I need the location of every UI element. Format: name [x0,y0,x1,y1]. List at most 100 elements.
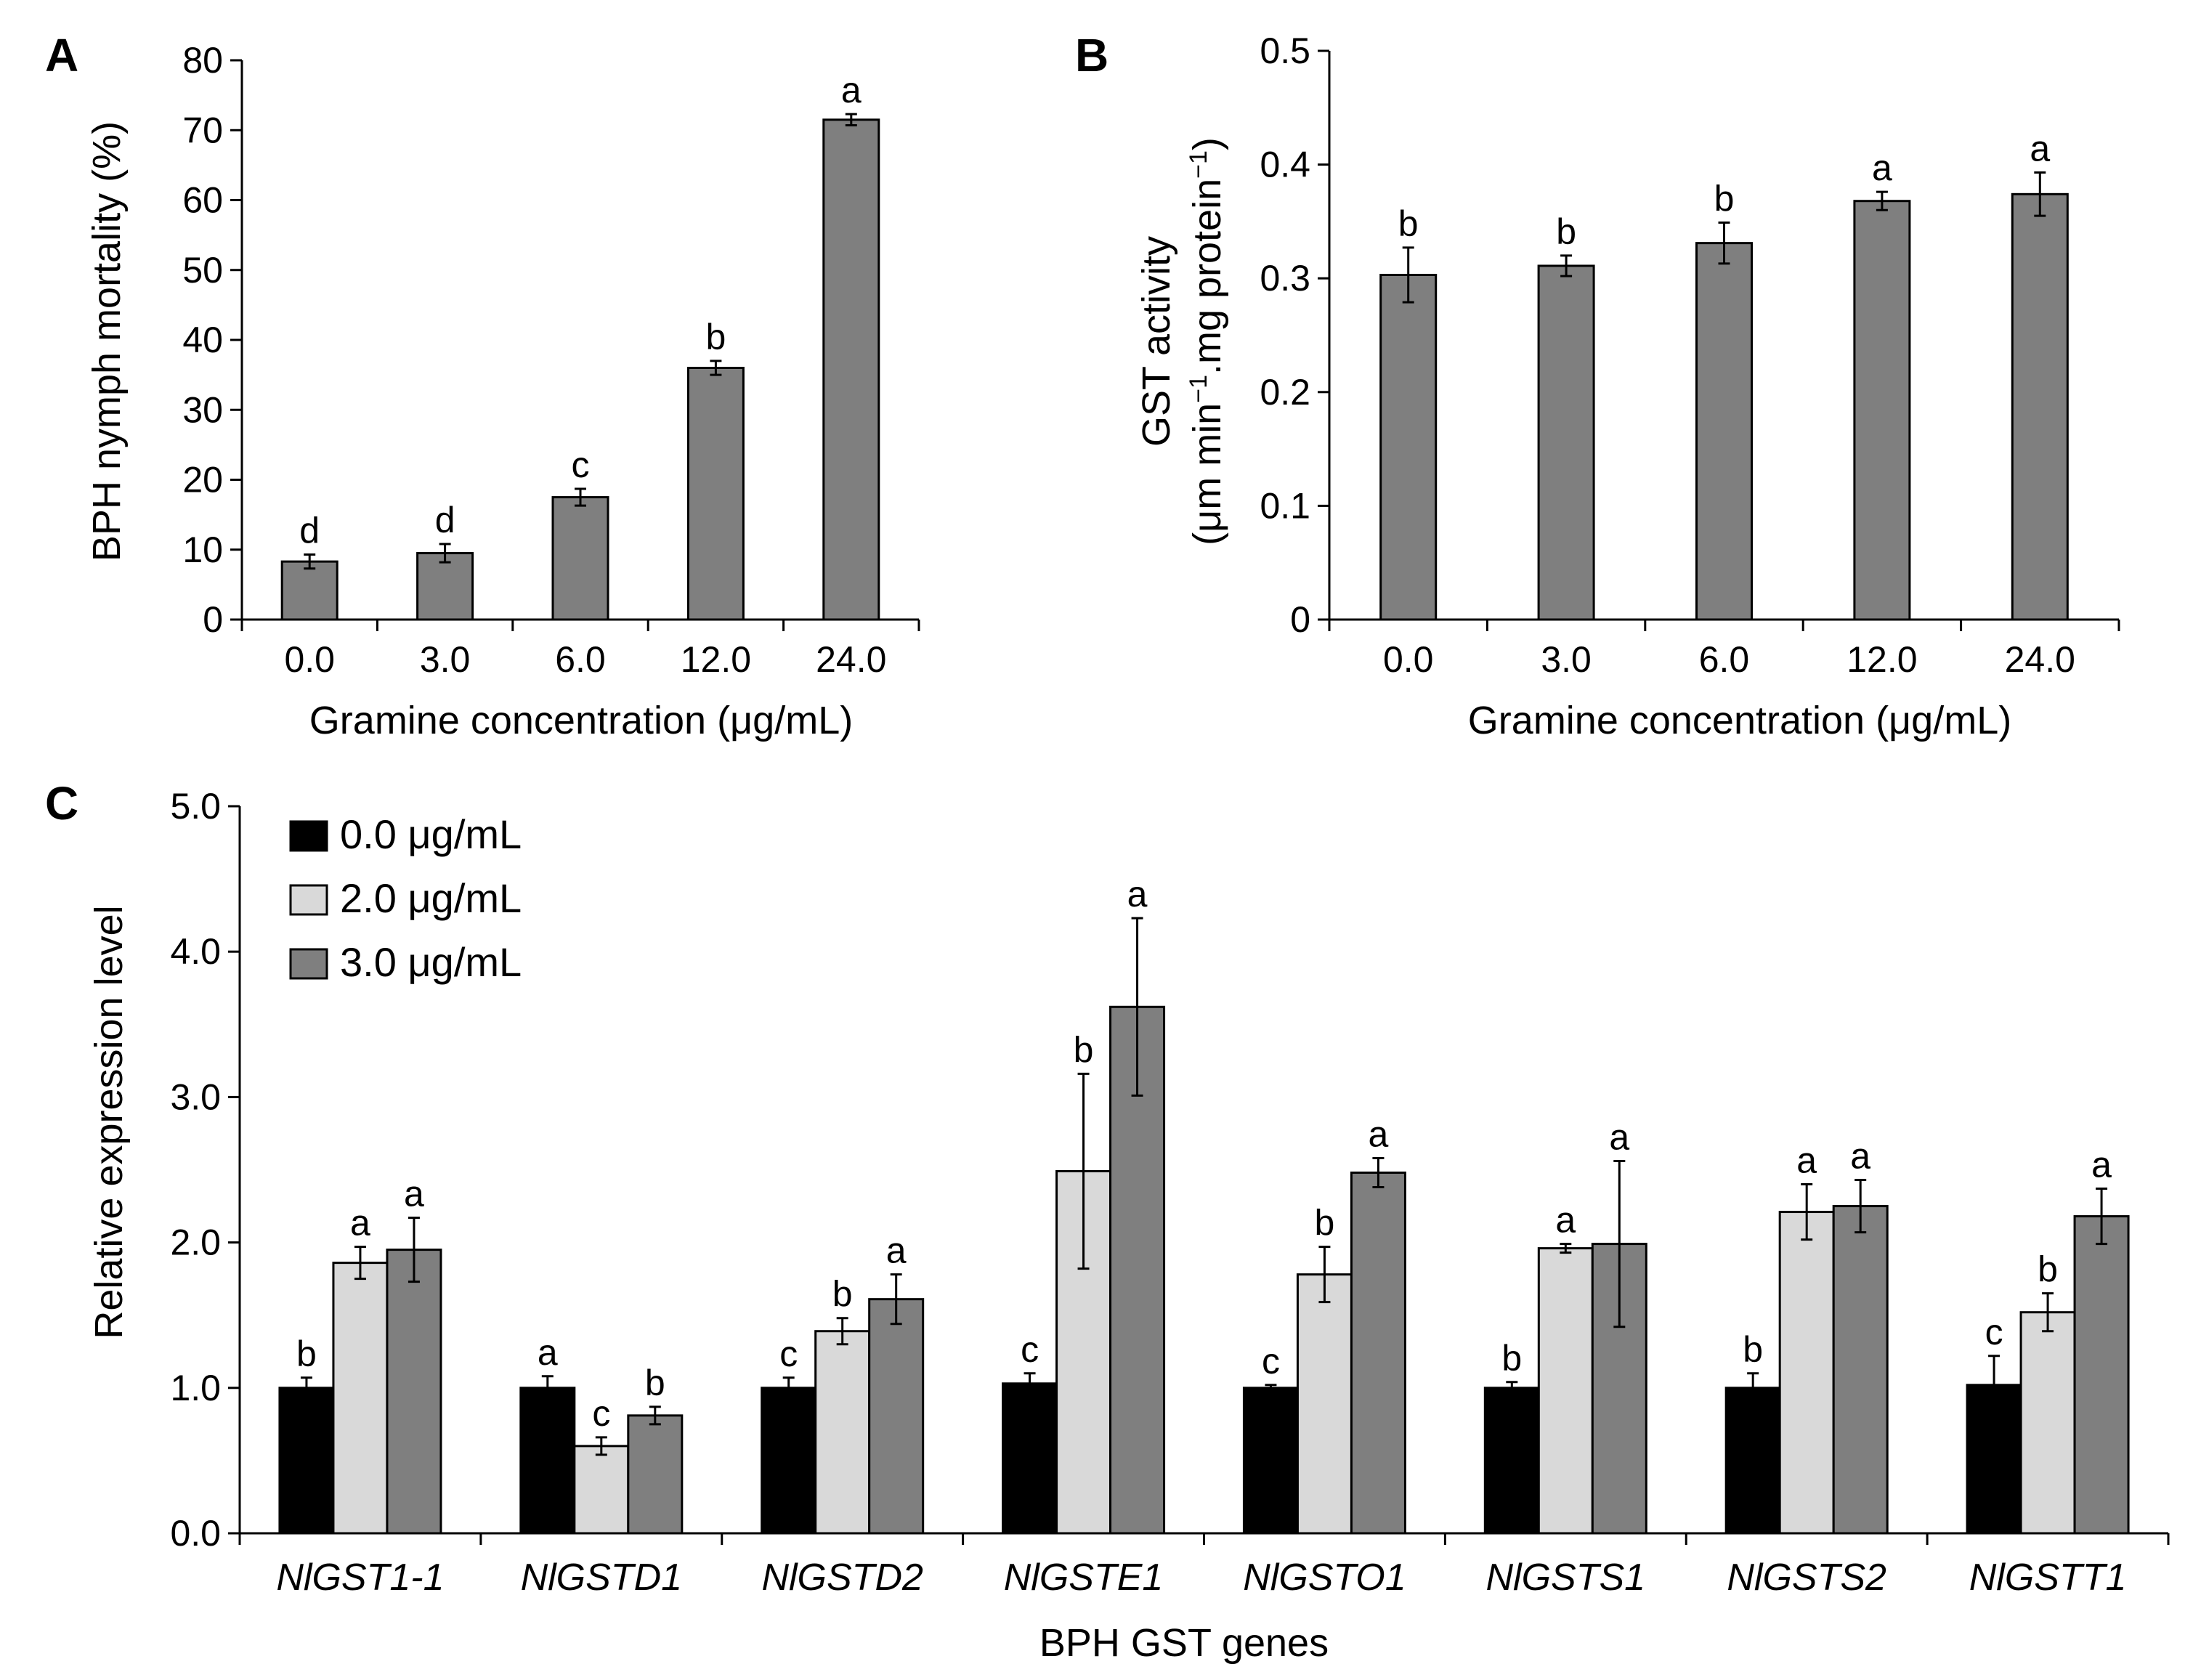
panel-c-significance-letter: c [592,1393,610,1434]
panel-c-significance-letter: b [1743,1329,1763,1370]
panel-c-label: C [45,777,78,829]
panel-a-ytick-label: 50 [182,250,223,291]
panel-a-xtick-label: 0.0 [284,639,335,680]
panel-c-bar [1242,1387,1299,1535]
panel-c-bar [573,1445,630,1535]
panel-c-significance-letter: c [1262,1341,1280,1381]
panel-c-significance-letter: b [1074,1029,1094,1070]
panel-c-significance-letter: c [1021,1329,1039,1370]
panel-c-gene-label: NlGSTD1 [521,1557,682,1599]
panel-c-ytick-label: 4.0 [170,931,221,972]
panel-b-xtick-label: 3.0 [1541,639,1592,680]
panel-c-ytick-label: 1.0 [170,1368,221,1408]
panel-b-bar [1379,274,1438,621]
panel-a-significance-letter: c [572,445,590,485]
panel-a-ytick-label: 40 [182,320,223,360]
panel-b-xtick-label: 0.0 [1383,639,1434,680]
panel-c-legend-label: 3.0 μg/mL [340,939,522,985]
panel-b-ytick-label: 0.4 [1260,145,1310,185]
panel-b-significance-letter: a [1872,147,1892,188]
panel-b-bar [1853,200,1911,621]
panel-c-bar [1483,1387,1540,1535]
panel-c-ylabel: Relative expression level [87,905,131,1339]
panel-c-bar [2073,1215,2130,1535]
panel-c-ytick-label: 0.0 [170,1513,221,1554]
panel-c-significance-letter: b [645,1363,665,1403]
panel-b-bar [1695,242,1753,621]
panel-c-significance-letter: a [1850,1136,1870,1177]
panel-c-significance-letter: a [538,1332,558,1373]
panel-c-bar [519,1387,576,1535]
panel-b-ytick-label: 0.3 [1260,258,1310,299]
panel-a-ytick-label: 10 [182,529,223,570]
panel-c-legend-swatch [289,820,328,852]
panel-c-bar [1778,1211,1835,1535]
panel-c-bar [1296,1273,1353,1535]
panel-c-significance-letter: a [1609,1116,1629,1157]
panel-c-gene-label: NlGSTT1 [1969,1557,2127,1599]
panel-c-bar [2019,1311,2076,1535]
panel-c-bar [332,1262,389,1535]
panel-c-significance-letter: a [2091,1145,2112,1185]
panel-c-gene-label: NlGSTS1 [1486,1557,1646,1599]
panel-a-xtick-label: 12.0 [681,639,751,680]
panel-b-ytick-label: 0 [1290,599,1310,640]
panel-a-significance-letter: d [435,500,455,540]
panel-c-significance-letter: a [1127,874,1148,914]
panel-c-ytick-label: 5.0 [170,786,221,827]
panel-c-xlabel: BPH GST genes [1039,1621,1329,1665]
panel-a-bars: d d c b a [280,70,880,621]
panel-b-significance-letter: b [1556,211,1576,252]
panel-c-gene-label: NlGSTO1 [1243,1557,1406,1599]
panel-c-gene-label: NlGSTS2 [1727,1557,1886,1599]
panel-a-xtick-label: 6.0 [555,639,606,680]
panel-a-ytick-label: 80 [182,40,223,81]
panel-c-significance-letter: b [1501,1338,1522,1379]
panel-a-bar [280,560,339,621]
panel-a-ytick-label: 0 [203,599,223,640]
panel-c-bar [278,1387,335,1535]
panel-b-ytick-label: 0.2 [1260,372,1310,413]
panel-b-significance-letter: b [1398,203,1419,244]
panel-c-significance-letter: a [350,1203,370,1243]
panel-a-ytick-label: 70 [182,110,223,150]
panel-c-significance-letter: b [2038,1249,2058,1290]
panel-c-significance-letter: c [779,1334,798,1374]
panel-c-bar [1350,1172,1406,1535]
panel-c-significance-letter: a [1555,1200,1576,1241]
panel-b-bar [2011,192,2069,621]
panel-c-significance-letter: a [1796,1140,1817,1181]
panel-c-significance-letter: b [832,1274,853,1315]
panel-a-ylabel: BPH nymph mortality (%) [85,121,129,561]
panel-a-xlabel: Gramine concentration (μg/mL) [309,699,853,742]
panel-b-label: B [1075,29,1108,81]
panel-c-significance-letter: a [886,1230,907,1271]
panel-a-xtick-label: 3.0 [420,639,471,680]
panel-c-bar [1002,1382,1058,1535]
panel-c-bar [814,1330,871,1535]
panel-c-bar [868,1298,925,1535]
panel-a: A BPH nymph mortality (%) Gramine concen… [45,29,920,742]
panel-b-xtick-label: 24.0 [2005,639,2075,680]
panel-c-ytick-label: 3.0 [170,1076,221,1117]
panel-b-significance-letter: a [2030,129,2050,169]
panel-c-gene-label: NlGSTE1 [1004,1557,1164,1599]
panel-c-bar [761,1387,817,1535]
panel-c-legend-label: 2.0 μg/mL [340,875,522,921]
panel-a-ytick-label: 20 [182,460,223,500]
panel-c-legend-swatch [289,948,328,980]
panel-a-significance-letter: d [299,510,320,551]
panel-b-axes: 0 0.1 0.2 0.3 0.4 0.5 0.0 3.0 6.0 12.0 24.0 [1260,31,2120,680]
panel-c-significance-letter: c [1985,1312,2003,1352]
panel-b-bar [1537,264,1595,621]
panel-c-bar [386,1249,442,1535]
panel-c-bar [627,1414,684,1535]
panel-c-bar [1724,1387,1781,1535]
panel-b-ytick-label: 0.5 [1260,31,1310,71]
panel-a-bar [416,552,474,621]
panel-c-significance-letter: a [1369,1113,1389,1154]
panel-c-axes: 0.0 1.0 2.0 3.0 4.0 5.0 NlGST1-1 NlGSTD1 NlGSTD2… [170,786,2170,1599]
panel-b-ytick-label: 0.1 [1260,485,1310,526]
panel-c: C Relative expression level BPH GST gene… [45,777,2170,1665]
